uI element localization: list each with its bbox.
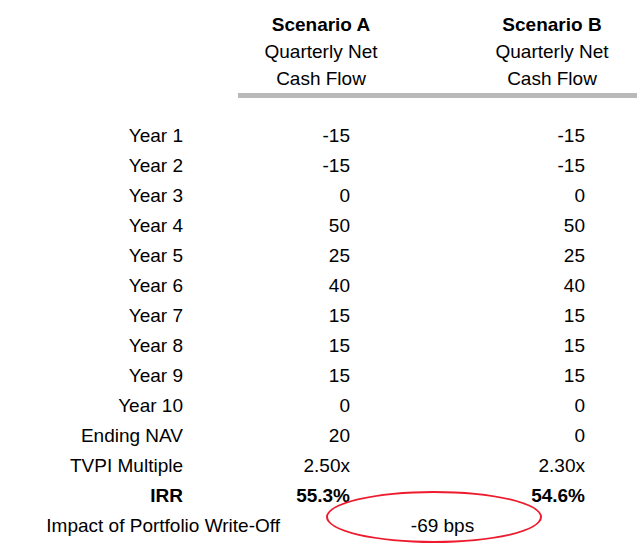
table-row-year-7: Year 7 15 15 [0, 301, 642, 331]
header-divider-rule [238, 93, 637, 98]
row-label: Ending NAV [0, 421, 183, 451]
scenario-b-value: 15 [350, 301, 585, 331]
scenario-b-value: 0 [350, 391, 585, 421]
scenario-a-value: 50 [183, 211, 350, 241]
scenario-a-value: 15 [183, 301, 350, 331]
scenario-b-value: -15 [350, 151, 585, 181]
table-row-year-4: Year 4 50 50 [0, 211, 642, 241]
column-header-scenario-b: Scenario B Quarterly Net Cash Flow [420, 11, 642, 92]
row-label: IRR [0, 481, 183, 511]
row-label: Year 7 [0, 301, 183, 331]
scenario-a-value: 15 [183, 361, 350, 391]
scenario-b-value: 15 [350, 361, 585, 391]
scenario-b-value: 25 [350, 241, 585, 271]
scenario-b-value: 50 [350, 211, 585, 241]
scenario-a-value: -15 [183, 121, 350, 151]
scenario-a-value: 55.3% [183, 481, 350, 511]
scenario-b-value: 0 [350, 181, 585, 211]
cash-flow-comparison-table: Scenario A Quarterly Net Cash Flow Scena… [0, 0, 642, 553]
table-row-tvpi-multiple: TVPI Multiple 2.50x 2.30x [0, 451, 642, 481]
row-label: Year 2 [0, 151, 183, 181]
table-row-irr: IRR 55.3% 54.6% [0, 481, 642, 511]
scenario-b-subtitle-line2: Cash Flow [420, 65, 642, 92]
row-label: Year 3 [0, 181, 183, 211]
row-label: Year 8 [0, 331, 183, 361]
table-row-year-9: Year 9 15 15 [0, 361, 642, 391]
scenario-a-subtitle-line1: Quarterly Net [189, 38, 453, 65]
table-row-year-10: Year 10 0 0 [0, 391, 642, 421]
table-row-year-8: Year 8 15 15 [0, 331, 642, 361]
highlight-ellipse [326, 491, 542, 543]
scenario-b-title: Scenario B [420, 11, 642, 38]
scenario-b-subtitle-line1: Quarterly Net [420, 38, 642, 65]
scenario-a-value: 2.50x [183, 451, 350, 481]
scenario-b-value: 2.30x [350, 451, 585, 481]
scenario-a-value: 0 [183, 391, 350, 421]
scenario-a-value: 25 [183, 241, 350, 271]
column-header-scenario-a: Scenario A Quarterly Net Cash Flow [189, 11, 453, 92]
row-label: Year 9 [0, 361, 183, 391]
scenario-a-value: -15 [183, 151, 350, 181]
scenario-a-value: 15 [183, 331, 350, 361]
table-row-impact-write-off: Impact of Portfolio Write-Off -69 bps [0, 511, 642, 541]
row-label: Year 6 [0, 271, 183, 301]
scenario-a-value: 20 [183, 421, 350, 451]
row-label: Year 1 [0, 121, 183, 151]
scenario-b-value: 0 [350, 421, 585, 451]
scenario-b-value: 15 [350, 331, 585, 361]
scenario-a-value: 0 [183, 181, 350, 211]
row-label: Year 10 [0, 391, 183, 421]
row-label: TVPI Multiple [0, 451, 183, 481]
row-label: Year 4 [0, 211, 183, 241]
table-row-year-3: Year 3 0 0 [0, 181, 642, 211]
row-label: Impact of Portfolio Write-Off [0, 511, 280, 541]
table-row-year-6: Year 6 40 40 [0, 271, 642, 301]
scenario-a-title: Scenario A [189, 11, 453, 38]
table-row-year-5: Year 5 25 25 [0, 241, 642, 271]
table-row-year-1: Year 1 -15 -15 [0, 121, 642, 151]
table-row-year-2: Year 2 -15 -15 [0, 151, 642, 181]
scenario-b-value: -15 [350, 121, 585, 151]
table-body: Year 1 -15 -15 Year 2 -15 -15 Year 3 0 0… [0, 121, 642, 541]
row-label: Year 5 [0, 241, 183, 271]
table-row-ending-nav: Ending NAV 20 0 [0, 421, 642, 451]
scenario-a-value: 40 [183, 271, 350, 301]
scenario-b-value: 40 [350, 271, 585, 301]
scenario-a-subtitle-line2: Cash Flow [189, 65, 453, 92]
